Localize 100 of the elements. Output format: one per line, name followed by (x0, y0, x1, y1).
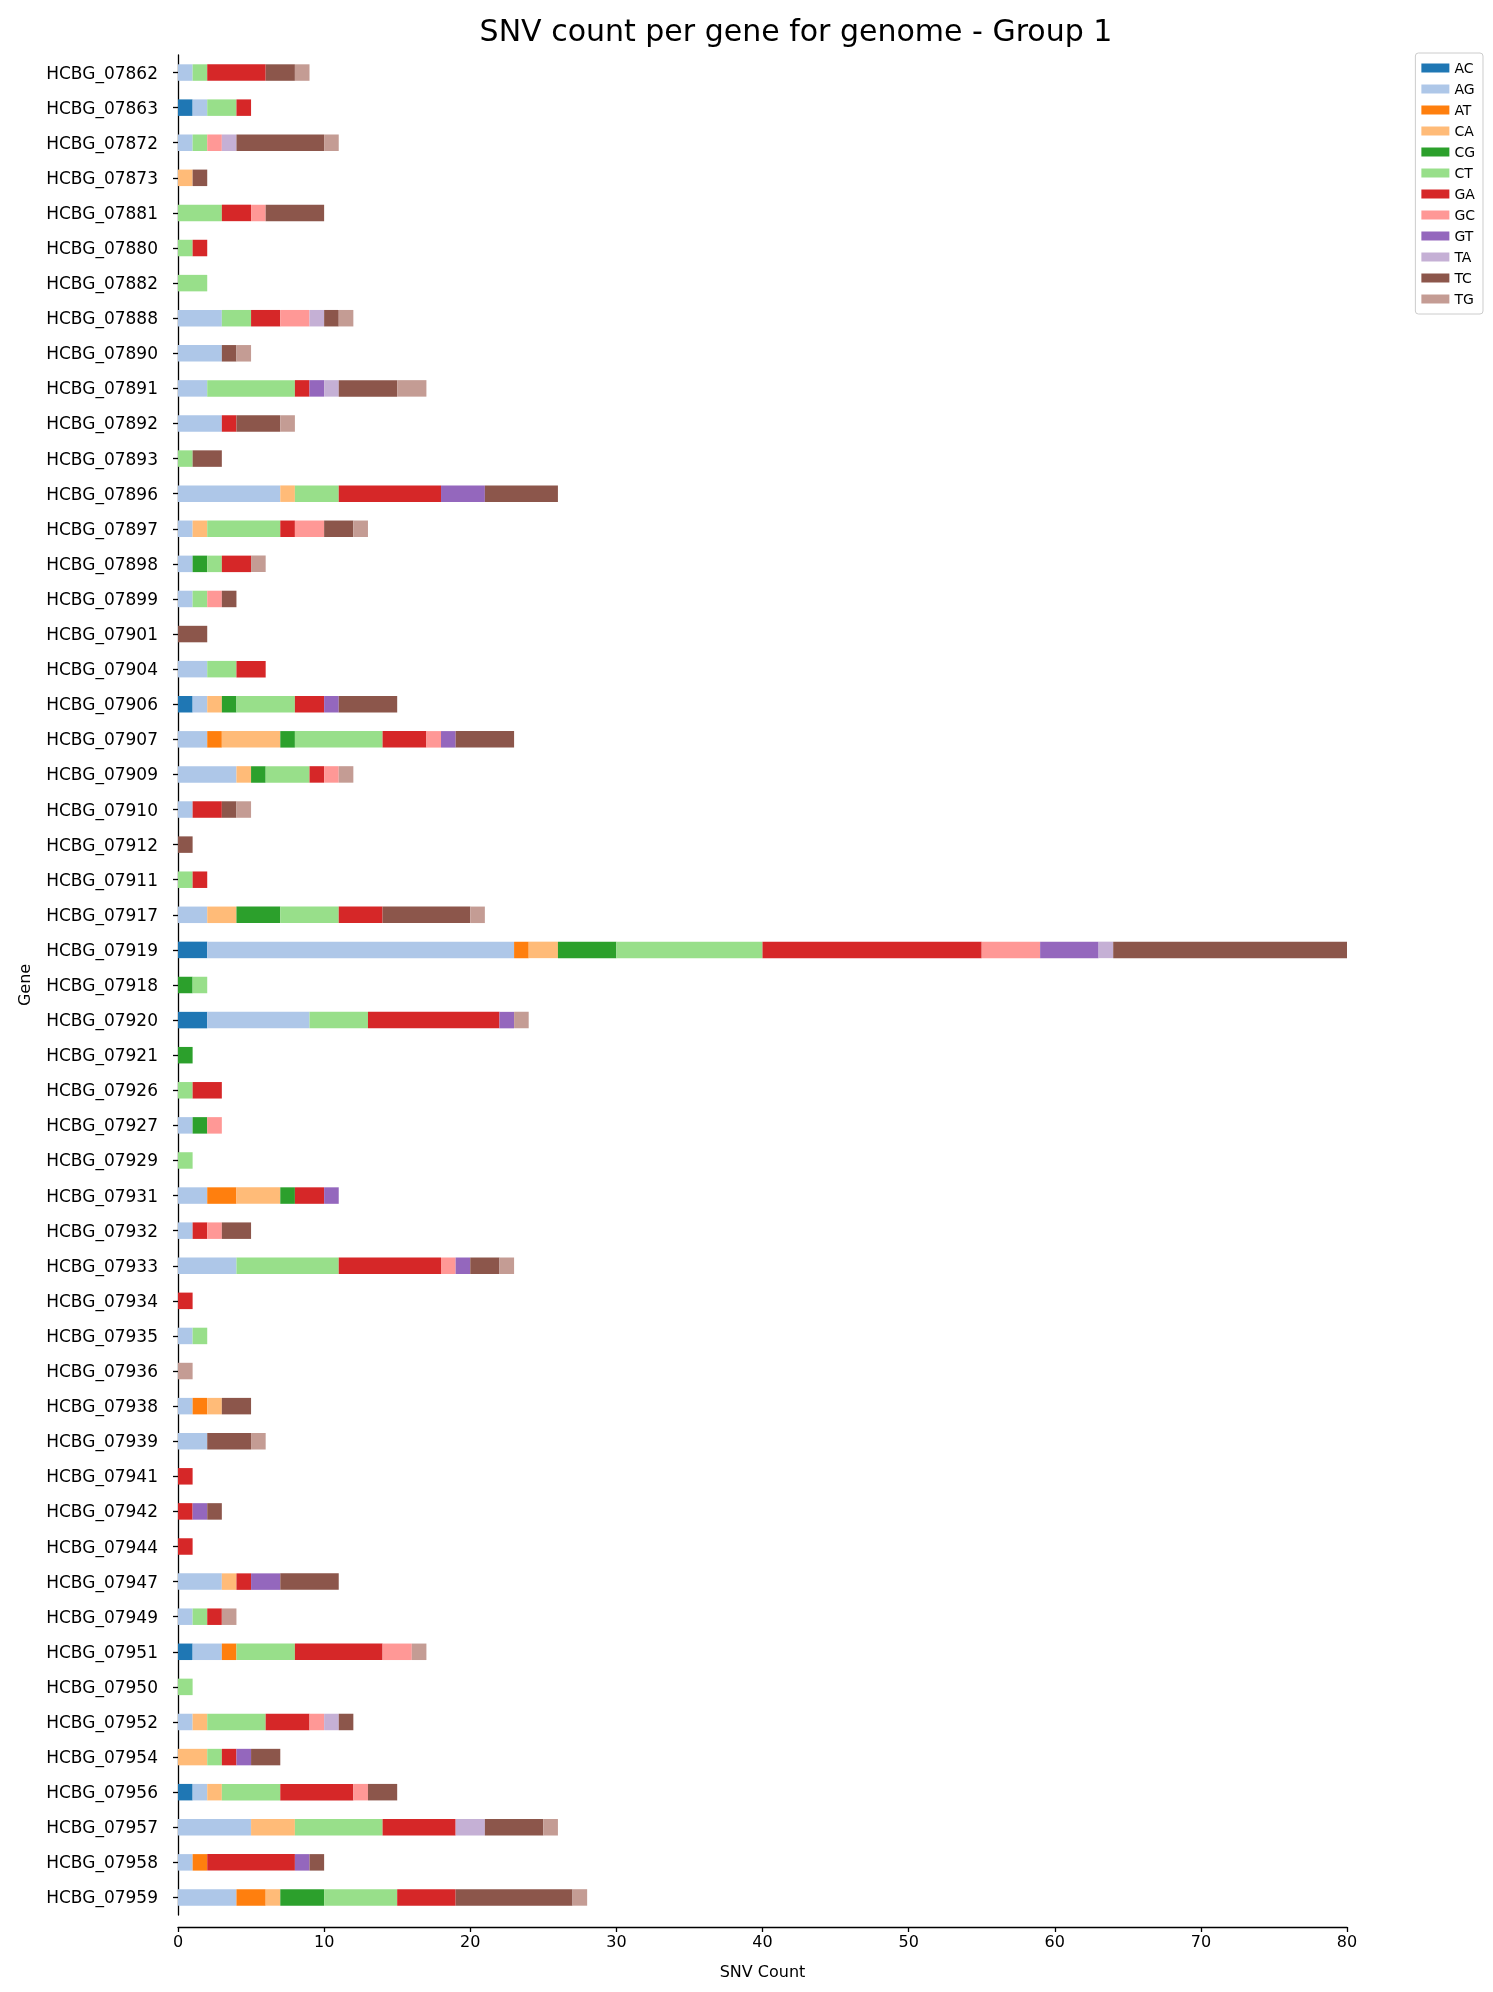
legend-label: TA (1453, 249, 1472, 265)
chart-title: SNV count per gene for genome - Group 1 (479, 12, 1113, 48)
bar (178, 1538, 193, 1555)
x-tick-label: 0 (172, 1931, 184, 1951)
bar (338, 485, 442, 502)
bar (528, 941, 558, 959)
x-axis-title: SNV Count (719, 1961, 806, 1981)
x-tick-label: 40 (752, 1931, 773, 1951)
legend-label: AT (1454, 102, 1472, 118)
y-tick-label: HCBG_07942 (46, 1501, 158, 1523)
bar (236, 801, 252, 818)
bar (397, 380, 427, 397)
y-tick-label: HCBG_07888 (46, 308, 158, 330)
bar (178, 485, 281, 502)
y-tick-label: HCBG_07907 (46, 729, 158, 751)
y-tick-label: HCBG_07891 (46, 378, 158, 400)
y-tick-label: HCBG_07863 (46, 97, 158, 119)
bar (178, 1608, 193, 1625)
y-tick-label: HCBG_07954 (46, 1747, 158, 1769)
bar (280, 906, 339, 924)
bar (178, 1327, 193, 1345)
bar (178, 1362, 193, 1380)
bar (236, 99, 252, 116)
bar (236, 906, 281, 924)
bar (309, 309, 325, 327)
bar (499, 1011, 515, 1029)
bar (178, 1748, 208, 1766)
bar (251, 204, 266, 222)
bar (207, 1117, 222, 1134)
bar (280, 1573, 339, 1590)
y-tick-label: HCBG_07901 (46, 624, 158, 646)
bar (309, 1011, 368, 1029)
bar (455, 1889, 573, 1906)
bar (178, 1432, 208, 1450)
bar (294, 696, 325, 713)
y-tick-label: HCBG_07873 (46, 167, 158, 189)
bar (178, 1783, 193, 1801)
bar (236, 1748, 252, 1766)
bar (221, 1573, 237, 1590)
bar (294, 485, 339, 502)
bar (178, 1573, 222, 1590)
bar (207, 99, 237, 116)
y-tick-label: HCBG_07917 (46, 904, 158, 926)
y-tick-label: HCBG_07881 (46, 202, 158, 224)
bar (207, 696, 222, 713)
y-tick-label: HCBG_07862 (46, 62, 158, 84)
bar (207, 64, 266, 81)
y-tick-label: HCBG_07938 (46, 1396, 158, 1418)
legend-label: GA (1454, 186, 1476, 202)
bar (192, 801, 222, 818)
bar (207, 731, 222, 748)
bar (309, 380, 325, 397)
bar (236, 1257, 339, 1274)
bar (324, 309, 339, 327)
y-tick-label: HCBG_07896 (46, 483, 158, 505)
bar (178, 64, 193, 81)
bar (338, 1257, 442, 1274)
bar (324, 1889, 398, 1906)
bar (236, 1187, 281, 1204)
bar (192, 1643, 222, 1661)
bar (192, 134, 208, 151)
y-tick-label: HCBG_07898 (46, 553, 158, 575)
bar (251, 1573, 281, 1590)
bar (192, 976, 208, 994)
bar (207, 1222, 222, 1239)
bar (324, 380, 339, 397)
bar (221, 1222, 252, 1239)
bar (455, 731, 515, 748)
bar (294, 380, 310, 397)
bar (324, 134, 339, 151)
bar (178, 555, 193, 573)
bar (382, 1819, 456, 1836)
y-tick-label: HCBG_07950 (46, 1676, 158, 1698)
bar (338, 309, 354, 327)
bar (192, 99, 208, 116)
bar (207, 555, 222, 573)
bar (221, 1783, 281, 1801)
bar (470, 906, 485, 924)
bar (178, 1082, 193, 1099)
bar (192, 1503, 208, 1520)
y-tick-label: HCBG_07899 (46, 588, 158, 610)
bar (178, 274, 208, 292)
bar (192, 1783, 208, 1801)
bar (178, 1819, 252, 1836)
bar (397, 1889, 456, 1906)
bar (353, 520, 368, 538)
bar (762, 941, 982, 959)
bar (251, 555, 266, 573)
bar (470, 1257, 500, 1274)
bar (192, 1397, 208, 1415)
bar (484, 485, 558, 502)
bar (265, 64, 295, 81)
bar (178, 1046, 193, 1064)
bar (441, 731, 456, 748)
bar (178, 1011, 208, 1029)
bar (207, 1187, 237, 1204)
bar (324, 696, 339, 713)
y-tick-label: HCBG_07934 (46, 1290, 158, 1312)
bar (178, 871, 193, 888)
bar (324, 1713, 339, 1731)
